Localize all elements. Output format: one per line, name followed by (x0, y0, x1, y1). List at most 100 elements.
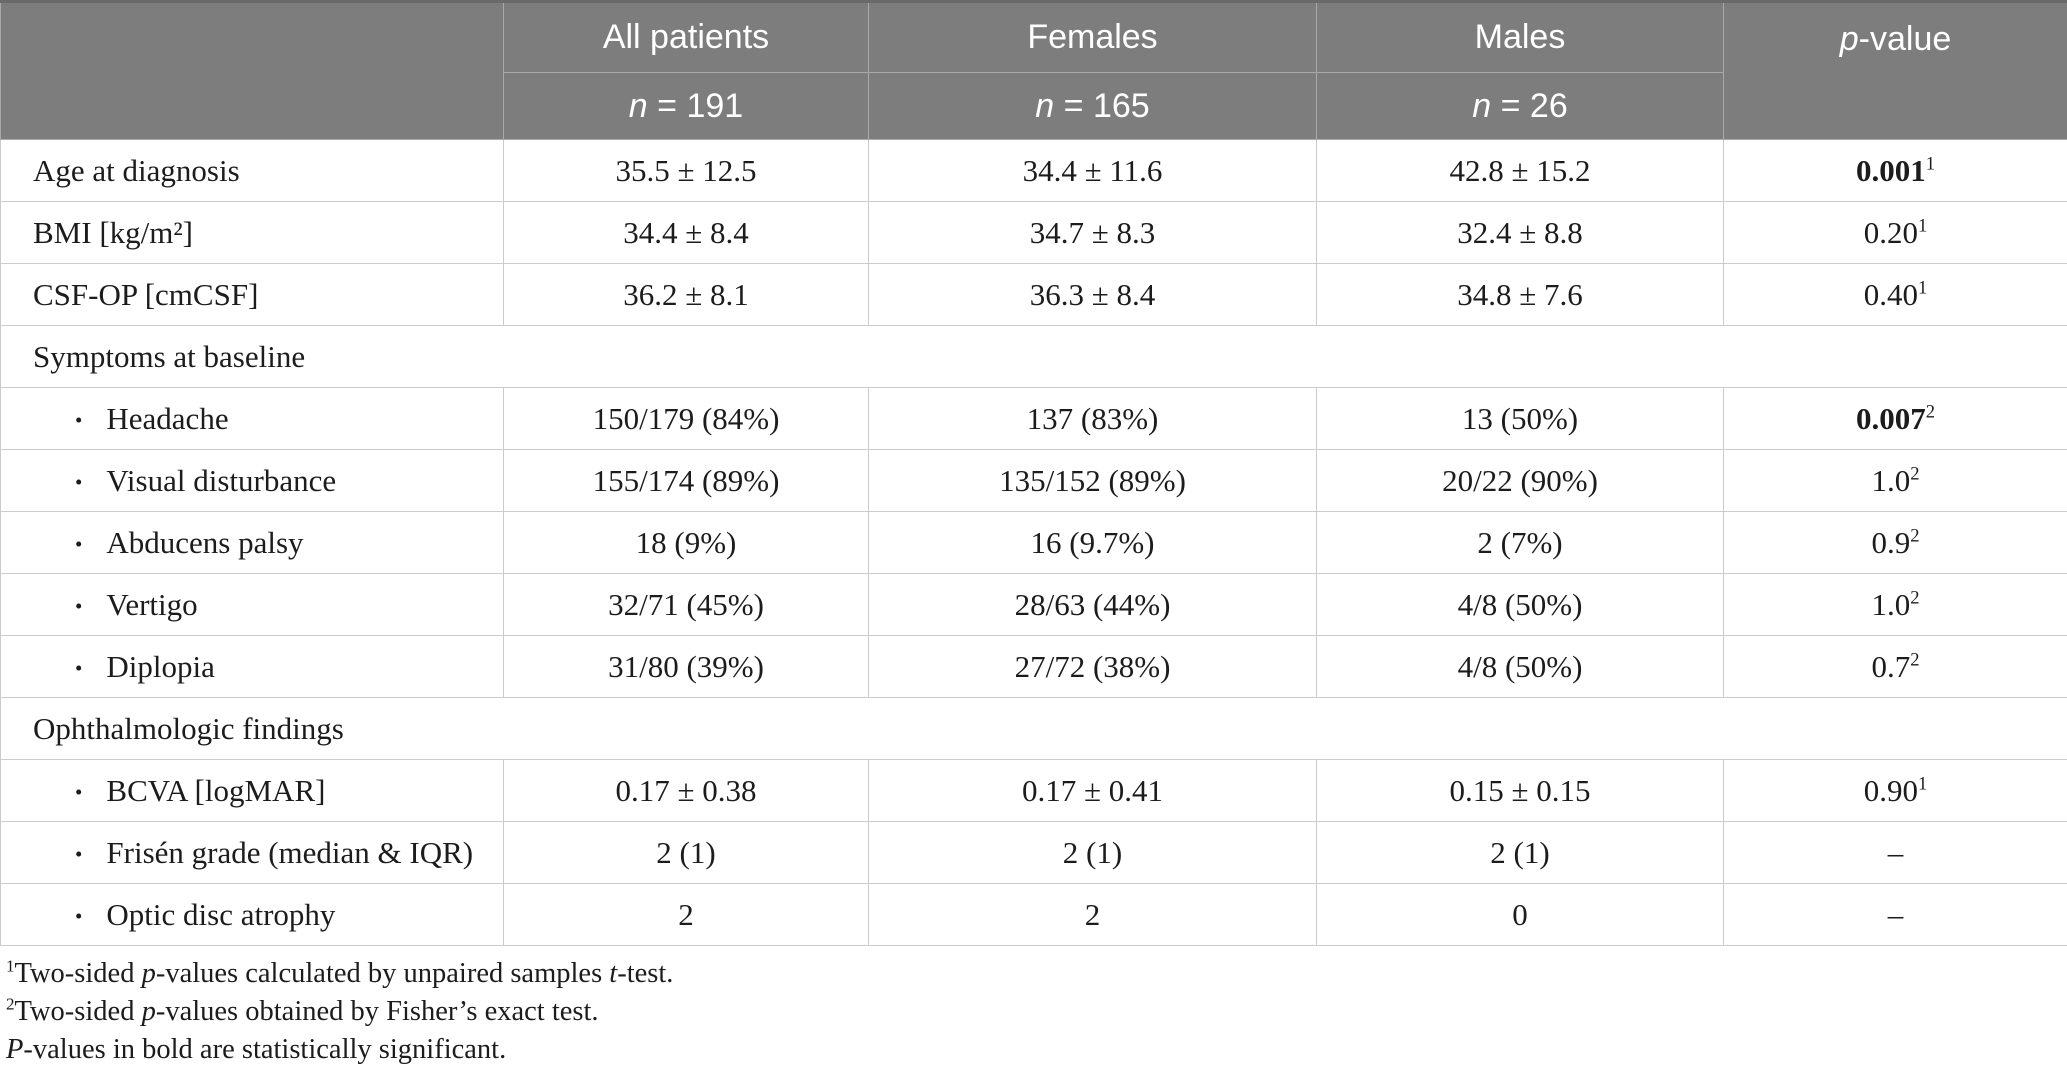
bullet-icon: • (75, 841, 83, 866)
footnote-superscript: 1 (6, 956, 15, 976)
footnote-superscript: 2 (6, 994, 15, 1014)
bullet-icon: • (75, 903, 83, 928)
p-value-cell: – (1723, 883, 2067, 946)
header-row-groups: All patients Females Males p-value (0, 1, 2067, 140)
row-label-text: BMI [kg/m²] (33, 214, 193, 250)
n-value: = 191 (647, 86, 744, 125)
section-row: Ophthalmologic findings (0, 697, 2067, 760)
bullet-icon: • (75, 779, 83, 804)
table-row: CSF-OP [cmCSF] 36.2 ± 8.1 36.3 ± 8.4 34.8 ±… (0, 263, 2067, 326)
col-header-p-value: p-value (1723, 1, 2067, 140)
p-value-superscript: 2 (1910, 463, 1920, 485)
value-cell: 155/174 (89%) (503, 449, 869, 512)
footnote-text: Two-sided (14, 996, 142, 1027)
row-label-text: CSF-OP [cmCSF] (33, 276, 259, 312)
value-cell: 34.8 ± 7.6 (1316, 263, 1724, 326)
value-cell: 2 (868, 883, 1317, 946)
p-value-superscript: 1 (1917, 773, 1928, 795)
value-cell: 16 (9.7%) (868, 511, 1317, 574)
value-cell: 34.7 ± 8.3 (868, 201, 1317, 264)
footnote-text: -values obtained by Fisher’s exact test. (155, 996, 599, 1027)
col-header-all-patients: All patients (503, 1, 869, 73)
footnote-text: -values calculated by unpaired samples (155, 958, 610, 989)
table-row: Age at diagnosis 35.5 ± 12.5 34.4 ± 11.6 42… (0, 139, 2067, 202)
row-label: • Visual disturbance (0, 449, 504, 512)
p-value-text: 0.7 (1871, 648, 1911, 684)
table-header: All patients Females Males p-value n = 1… (0, 1, 2067, 140)
p-value-cell: 1.02 (1723, 573, 2067, 636)
n-all-patients: n = 191 (503, 72, 869, 140)
row-label: CSF-OP [cmCSF] (0, 263, 504, 326)
p-value-superscript: 2 (1925, 401, 1936, 423)
value-cell: 137 (83%) (868, 387, 1317, 450)
col-header-females: Females (868, 1, 1317, 73)
p-value-cell: 0.901 (1723, 759, 2067, 822)
row-label: • Optic disc atrophy (0, 883, 504, 946)
row-label: • Frisén grade (median & IQR) (0, 821, 504, 884)
table-body: Age at diagnosis 35.5 ± 12.5 34.4 ± 11.6 42… (0, 139, 2067, 946)
col-header-males: Males (1316, 1, 1724, 73)
row-label: BMI [kg/m²] (0, 201, 504, 264)
footnote-text: Two-sided (14, 958, 142, 989)
value-cell: 0.17 ± 0.38 (503, 759, 869, 822)
row-label: • Abducens palsy (0, 511, 504, 574)
footnote-text: -test. (617, 958, 674, 989)
p-value-cell: 0.201 (1723, 201, 2067, 264)
p-value-cell: 0.401 (1723, 263, 2067, 326)
p-value-italic: p (1839, 20, 1859, 58)
value-cell: 4/8 (50%) (1316, 635, 1724, 698)
n-value: = 26 (1491, 86, 1568, 125)
footnote-line: P-values in bold are statistically signi… (6, 1031, 2067, 1066)
n-italic: n (628, 86, 648, 125)
footnote-text: p (141, 996, 156, 1027)
footnote-line: 1Two-sided p-values calculated by unpair… (6, 955, 2067, 993)
value-cell: 20/22 (90%) (1316, 449, 1724, 512)
row-label-text: Diplopia (106, 648, 215, 684)
value-cell: 27/72 (38%) (868, 635, 1317, 698)
value-cell: 135/152 (89%) (868, 449, 1317, 512)
p-value-cell: – (1723, 821, 2067, 884)
value-cell: 0.17 ± 0.41 (868, 759, 1317, 822)
p-value-superscript: 1 (1917, 215, 1928, 237)
row-label: • Headache (0, 387, 504, 450)
bullet-icon: • (75, 531, 83, 556)
p-value-cell: 0.72 (1723, 635, 2067, 698)
row-label-text: BCVA [logMAR] (106, 772, 326, 808)
value-cell: 31/80 (39%) (503, 635, 869, 698)
footnote-text: p (141, 958, 156, 989)
table-row: • Visual disturbance 155/174 (89%) 135/152 … (0, 449, 2067, 512)
bullet-icon: • (75, 469, 83, 494)
value-cell: 36.3 ± 8.4 (868, 263, 1317, 326)
value-cell: 13 (50%) (1316, 387, 1724, 450)
n-males: n = 26 (1316, 72, 1724, 140)
corner-cell (0, 1, 504, 140)
p-value-text: 1.0 (1871, 586, 1911, 622)
value-cell: 42.8 ± 15.2 (1316, 139, 1724, 202)
table-row: • Vertigo 32/71 (45%) 28/63 (44%) 4/8 (50%) 1… (0, 573, 2067, 636)
p-value-text: 0.001 (1855, 152, 1926, 188)
n-italic: n (1472, 86, 1492, 125)
row-label: • BCVA [logMAR] (0, 759, 504, 822)
value-cell: 150/179 (84%) (503, 387, 869, 450)
footnotes: 1Two-sided p-values calculated by unpair… (0, 955, 2067, 1066)
p-value-text: 0.40 (1863, 276, 1918, 312)
p-value-rest: -value (1858, 20, 1952, 58)
table-row: • Diplopia 31/80 (39%) 27/72 (38%) 4/8 (50%)… (0, 635, 2067, 698)
header-row-n: n = 191 n = 165 n = 26 (1, 72, 2067, 140)
value-cell: 0 (1316, 883, 1724, 946)
p-value-cell: 1.02 (1723, 449, 2067, 512)
value-cell: 18 (9%) (503, 511, 869, 574)
row-label: • Diplopia (0, 635, 504, 698)
p-value-text: 0.007 (1855, 400, 1926, 436)
p-value-cell: 0.92 (1723, 511, 2067, 574)
p-value-cell: 0.0072 (1723, 387, 2067, 450)
n-females: n = 165 (868, 72, 1317, 140)
p-value-superscript: 1 (1925, 153, 1936, 175)
row-label-text: Frisén grade (median & IQR) (106, 834, 474, 870)
row-label: • Vertigo (0, 573, 504, 636)
value-cell: 35.5 ± 12.5 (503, 139, 869, 202)
table-row: • Frisén grade (median & IQR) 2 (1) 2 (1) 2 … (0, 821, 2067, 884)
p-value-superscript: 1 (1917, 277, 1928, 299)
footnote-text: P (6, 1034, 24, 1065)
section-row: Symptoms at baseline (0, 325, 2067, 388)
